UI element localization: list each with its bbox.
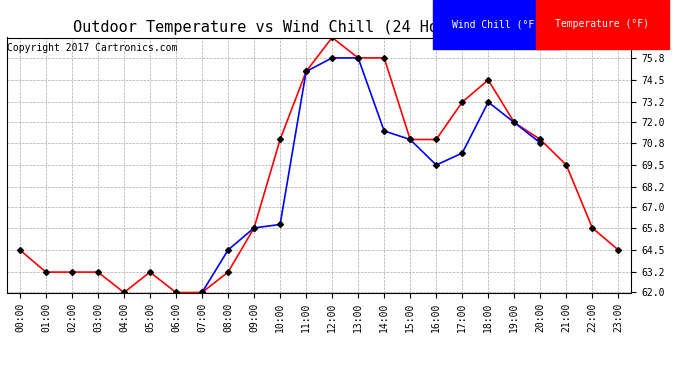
Text: Wind Chill (°F): Wind Chill (°F) xyxy=(452,20,540,29)
Text: Temperature (°F): Temperature (°F) xyxy=(555,20,649,29)
Text: Copyright 2017 Cartronics.com: Copyright 2017 Cartronics.com xyxy=(7,43,177,53)
Title: Outdoor Temperature vs Wind Chill (24 Hours)  20170806: Outdoor Temperature vs Wind Chill (24 Ho… xyxy=(72,20,566,35)
